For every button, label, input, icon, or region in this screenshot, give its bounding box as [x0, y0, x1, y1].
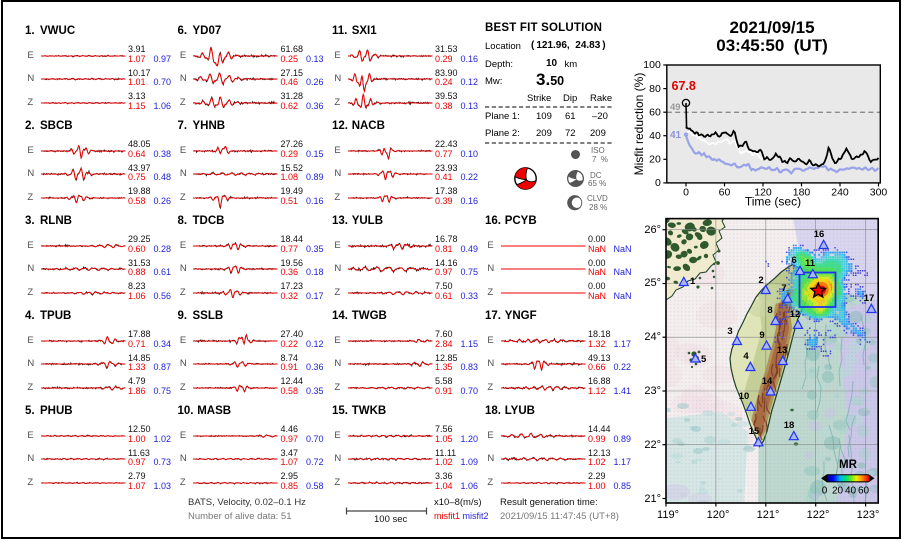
svg-text:49: 49 [670, 102, 681, 113]
svg-text:60: 60 [858, 486, 870, 497]
svg-text:41: 41 [670, 130, 682, 141]
svg-text:24°: 24° [644, 331, 661, 343]
svg-text:0: 0 [655, 177, 661, 189]
svg-text:18: 18 [784, 420, 795, 431]
svg-text:60: 60 [649, 106, 661, 118]
svg-text:25°: 25° [644, 277, 661, 289]
svg-text:17: 17 [864, 293, 875, 304]
svg-text:22°: 22° [644, 439, 661, 451]
svg-text:14: 14 [762, 376, 773, 387]
svg-text:4: 4 [743, 351, 749, 362]
svg-text:67.8: 67.8 [672, 79, 696, 93]
svg-text:9: 9 [759, 330, 764, 341]
svg-text:0: 0 [683, 186, 689, 198]
svg-text:120°: 120° [707, 509, 730, 521]
svg-text:23°: 23° [644, 385, 661, 397]
svg-text:0: 0 [822, 486, 828, 497]
svg-text:240: 240 [831, 186, 849, 198]
svg-text:13: 13 [777, 345, 788, 356]
svg-text:120: 120 [754, 186, 772, 198]
svg-text:20: 20 [649, 154, 661, 166]
svg-text:Time (sec): Time (sec) [745, 195, 801, 209]
svg-text:1: 1 [690, 276, 696, 287]
svg-text:123°: 123° [857, 509, 880, 521]
svg-text:16: 16 [814, 229, 825, 240]
svg-text:11: 11 [805, 258, 816, 269]
svg-text:15: 15 [749, 426, 760, 437]
svg-text:26°: 26° [644, 224, 661, 236]
svg-text:Misfit reduction (%): Misfit reduction (%) [632, 73, 646, 176]
svg-text:8: 8 [767, 305, 772, 316]
svg-text:122°: 122° [807, 509, 830, 521]
svg-text:40: 40 [649, 130, 661, 142]
svg-text:10: 10 [739, 391, 750, 402]
svg-text:20: 20 [832, 486, 844, 497]
svg-text:40: 40 [845, 486, 857, 497]
svg-text:119°: 119° [657, 509, 679, 521]
svg-text:180: 180 [793, 186, 811, 198]
svg-text:6: 6 [791, 255, 796, 266]
svg-text:5: 5 [701, 354, 707, 365]
svg-text:60: 60 [719, 186, 731, 198]
svg-text:300: 300 [870, 186, 888, 198]
svg-text:3: 3 [727, 326, 732, 337]
svg-text:7: 7 [781, 283, 786, 294]
svg-text:80: 80 [649, 83, 661, 95]
svg-text:100: 100 [643, 59, 661, 71]
svg-text:121°: 121° [757, 509, 780, 521]
svg-text:12: 12 [790, 309, 801, 320]
svg-text:2: 2 [758, 275, 763, 286]
svg-text:21°: 21° [644, 493, 661, 505]
svg-text:MR: MR [839, 459, 858, 471]
